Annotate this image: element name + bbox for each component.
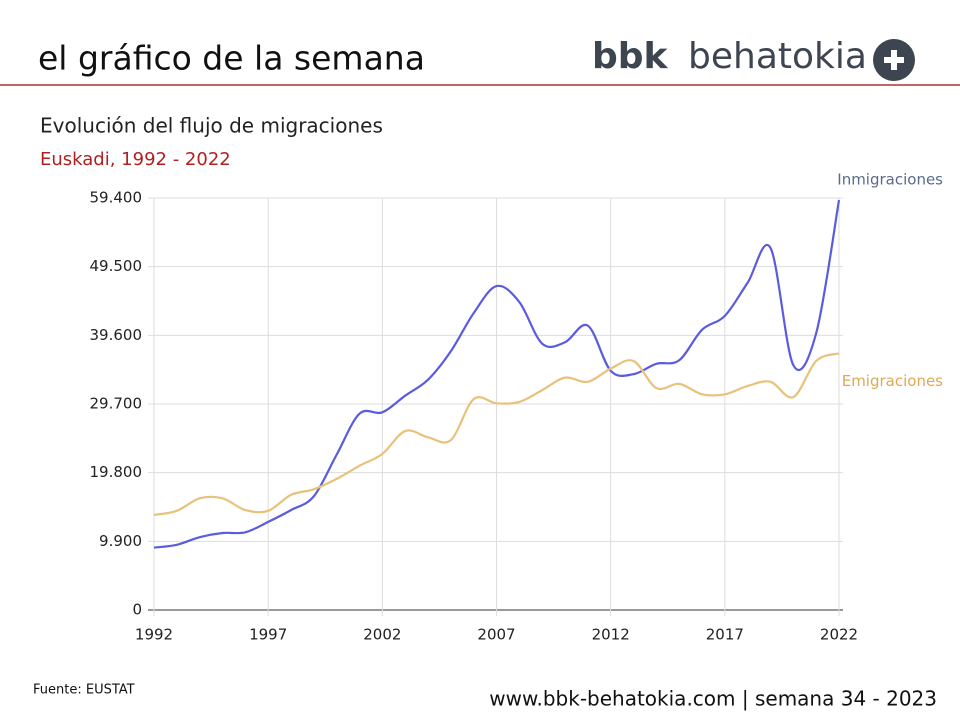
chart-title: Evolución del flujo de migraciones	[40, 114, 383, 138]
x-tick-label: 1997	[249, 626, 287, 644]
y-tick-label: 49.500	[90, 257, 143, 275]
y-tick-label: 59.400	[90, 189, 143, 207]
y-tick-label: 0	[132, 601, 142, 619]
x-tick-label: 2022	[820, 626, 858, 644]
chart-subtitle: Euskadi, 1992 - 2022	[40, 149, 231, 170]
x-tick-label: 2017	[706, 626, 744, 644]
plot: 0 9.900 19.800 29.700 39.600 49.500 59.400 1992…	[90, 171, 944, 644]
logo-icon	[873, 39, 915, 81]
x-tick-label: 2012	[592, 626, 630, 644]
footer-site: www.bbk-behatokia.com | semana 34 - 2023	[489, 687, 937, 711]
y-tick-label: 29.700	[90, 395, 143, 413]
header-title: el gráfico de la semana	[38, 39, 425, 78]
series-line	[153, 352, 840, 517]
series-line	[153, 199, 841, 549]
y-tick-label: 39.600	[90, 326, 143, 344]
logo-bold: bbk	[592, 36, 669, 77]
y-tick-label: 9.900	[99, 532, 142, 550]
logo-light: behatokia	[688, 36, 867, 77]
x-tick-label: 2007	[477, 626, 515, 644]
y-tick-label: 19.800	[90, 463, 143, 481]
source: Fuente: EUSTAT	[33, 683, 135, 698]
x-tick-label: 1992	[135, 626, 173, 644]
legend-label: Inmigraciones	[837, 171, 943, 189]
x-tick-label: 2002	[363, 626, 401, 644]
legend-label: Emigraciones	[842, 372, 943, 390]
